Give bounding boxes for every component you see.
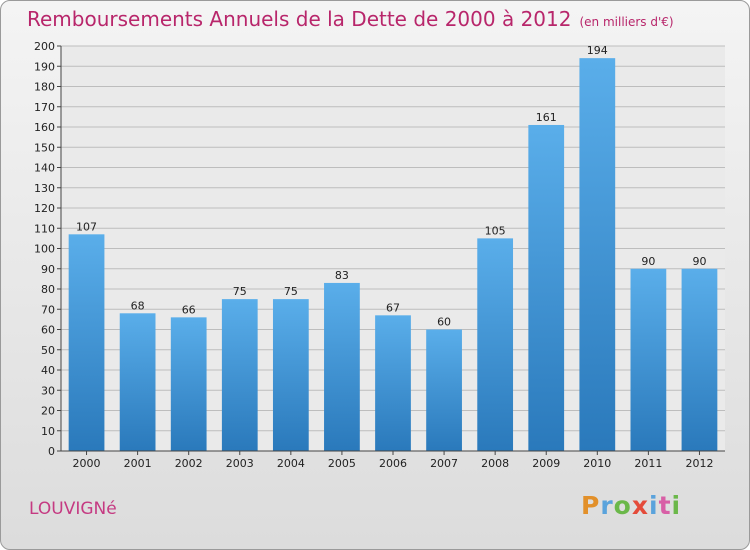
x-tick-label: 2002 xyxy=(175,457,203,470)
logo-letter: P xyxy=(581,491,601,520)
data-label: 60 xyxy=(437,316,451,329)
x-tick-label: 2000 xyxy=(73,457,101,470)
x-tick-label: 2008 xyxy=(481,457,509,470)
bar xyxy=(426,329,462,451)
y-tick-label: 50 xyxy=(41,344,55,357)
y-tick-label: 120 xyxy=(34,202,55,215)
logo-letter: i xyxy=(649,491,659,520)
x-tick-label: 2007 xyxy=(430,457,458,470)
bar xyxy=(528,124,565,451)
bar xyxy=(324,282,360,451)
y-tick-label: 80 xyxy=(41,283,55,296)
y-tick-label: 200 xyxy=(34,40,55,53)
y-tick-label: 20 xyxy=(41,405,55,418)
y-tick-label: 40 xyxy=(41,364,55,377)
y-tick-label: 30 xyxy=(41,384,55,397)
bar xyxy=(681,268,718,451)
bar xyxy=(170,317,207,451)
y-tick-label: 150 xyxy=(34,141,55,154)
data-label: 68 xyxy=(131,299,145,312)
y-tick-label: 90 xyxy=(41,263,55,276)
x-tick-label: 2009 xyxy=(532,457,560,470)
data-label: 161 xyxy=(536,111,557,124)
x-tick-label: 2012 xyxy=(685,457,713,470)
data-label: 90 xyxy=(692,255,706,268)
x-tick-label: 2010 xyxy=(583,457,611,470)
x-axis: 2000 2001 2002 2003 2004 2005 2006 2007 2008 2009… xyxy=(73,451,713,470)
logo-letter: t xyxy=(658,491,672,520)
x-tick-label: 2006 xyxy=(379,457,407,470)
y-tick-label: 130 xyxy=(34,182,55,195)
bar xyxy=(119,313,156,451)
y-tick-label: 0 xyxy=(48,445,55,458)
data-label: 107 xyxy=(76,220,97,233)
y-tick-label: 190 xyxy=(34,60,55,73)
x-tick-label: 2005 xyxy=(328,457,356,470)
place-name: LOUVIGNé xyxy=(29,499,117,519)
data-label: 90 xyxy=(641,255,655,268)
y-tick-label: 110 xyxy=(34,222,55,235)
chart-title: Remboursements Annuels de la Dette de 20… xyxy=(27,7,674,31)
logo-letter: r xyxy=(600,491,614,520)
bar xyxy=(579,58,616,452)
x-tick-label: 2001 xyxy=(124,457,152,470)
bar xyxy=(375,315,411,451)
data-label: 105 xyxy=(485,224,506,237)
logo-letter: i xyxy=(671,491,682,520)
chart-title-text: Remboursements Annuels de la Dette de 20… xyxy=(27,7,572,31)
x-tick-label: 2011 xyxy=(634,457,662,470)
data-label: 75 xyxy=(233,285,247,298)
bar xyxy=(272,299,309,451)
y-tick-label: 170 xyxy=(34,101,55,114)
y-axis: 0 10 20 30 40 50 60 70 80 90 100 110 120 130 140 150 160… xyxy=(34,40,61,458)
y-tick-label: 100 xyxy=(34,243,55,256)
chart-unit: (en milliers d'€) xyxy=(579,15,674,29)
y-tick-label: 160 xyxy=(34,121,55,134)
y-tick-label: 180 xyxy=(34,81,55,94)
y-tick-label: 60 xyxy=(41,324,55,337)
logo-letter: o xyxy=(613,491,632,520)
x-tick-label: 2004 xyxy=(277,457,305,470)
y-tick-label: 70 xyxy=(41,303,55,316)
bar xyxy=(221,299,258,451)
proxiti-logo: Proxiti xyxy=(581,491,681,520)
bar xyxy=(477,238,514,451)
y-tick-label: 140 xyxy=(34,162,55,175)
bar xyxy=(630,268,667,451)
data-label: 66 xyxy=(182,303,196,316)
data-label: 83 xyxy=(335,269,349,282)
data-label: 194 xyxy=(587,44,608,57)
bar xyxy=(68,234,105,451)
logo-letter: x xyxy=(631,491,649,520)
x-tick-label: 2003 xyxy=(226,457,254,470)
data-label: 67 xyxy=(386,301,400,314)
data-label: 75 xyxy=(284,285,298,298)
bars: 107 68 66 75 75 83 67 60 105 161 194 90 90 xyxy=(68,44,718,452)
y-tick-label: 10 xyxy=(41,425,55,438)
